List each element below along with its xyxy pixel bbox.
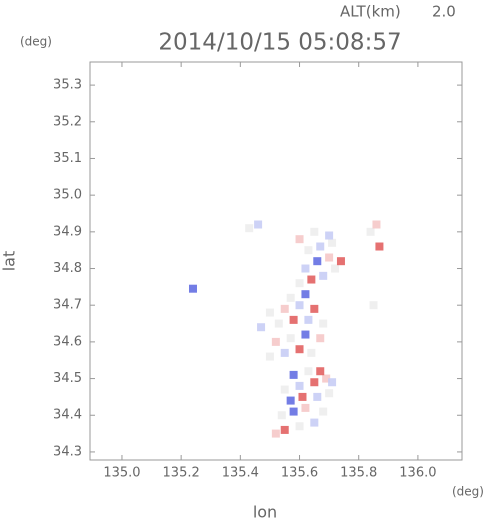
- data-point: [245, 224, 254, 233]
- data-point: [322, 374, 331, 383]
- data-point: [319, 319, 328, 328]
- data-point: [372, 220, 381, 229]
- x-tick-label: 135.8: [340, 466, 377, 481]
- data-point: [271, 337, 280, 346]
- data-point: [286, 396, 295, 405]
- data-point: [336, 257, 345, 266]
- plot-frame: [89, 61, 463, 461]
- x-tick-label: 135.6: [281, 466, 318, 481]
- x-tick-label: 135.2: [163, 466, 200, 481]
- data-point: [280, 348, 289, 357]
- data-point: [289, 370, 298, 379]
- data-point: [313, 257, 322, 266]
- data-point: [280, 425, 289, 434]
- data-point: [254, 220, 263, 229]
- data-point: [295, 279, 304, 288]
- data-point: [301, 330, 310, 339]
- y-axis-label: lat: [0, 251, 19, 272]
- data-point: [301, 290, 310, 299]
- data-point: [274, 319, 283, 328]
- data-point: [325, 389, 334, 398]
- data-point: [331, 264, 340, 273]
- y-tick-label: 35.3: [53, 78, 82, 93]
- data-point: [316, 242, 325, 251]
- data-point: [298, 392, 307, 401]
- data-point: [289, 315, 298, 324]
- data-point: [310, 304, 319, 313]
- data-point: [286, 293, 295, 302]
- y-tick-label: 34.7: [53, 298, 82, 313]
- x-tick-label: 135.0: [103, 466, 140, 481]
- data-point: [265, 352, 274, 361]
- data-point: [325, 253, 334, 262]
- x-tick-label: 135.4: [222, 466, 259, 481]
- y-tick-label: 35.1: [53, 151, 82, 166]
- y-tick-label: 34.5: [53, 371, 82, 386]
- altitude-label: ALT(km): [340, 3, 401, 21]
- data-point: [310, 378, 319, 387]
- data-point: [307, 348, 316, 357]
- data-point: [319, 407, 328, 416]
- data-point: [304, 315, 313, 324]
- data-point: [328, 378, 337, 387]
- data-point: [265, 308, 274, 317]
- y-tick-label: 35.2: [53, 114, 82, 129]
- data-point: [295, 422, 304, 431]
- data-point: [366, 227, 375, 236]
- data-point: [328, 238, 337, 247]
- data-point: [304, 246, 313, 255]
- data-point: [277, 411, 286, 420]
- x-axis-label: lon: [253, 503, 277, 521]
- data-point: [369, 301, 378, 310]
- y-tick-label: 34.9: [53, 224, 82, 239]
- data-point: [307, 275, 316, 284]
- data-point: [325, 231, 334, 240]
- data-point: [286, 334, 295, 343]
- data-point: [301, 264, 310, 273]
- altitude-value: 2.0: [432, 3, 456, 21]
- data-point: [313, 392, 322, 401]
- y-tick-label: 34.3: [53, 444, 82, 459]
- y-unit: (deg): [20, 35, 52, 49]
- data-point: [295, 381, 304, 390]
- data-point: [316, 367, 325, 376]
- data-point: [301, 403, 310, 412]
- data-point: [375, 242, 384, 251]
- x-unit: (deg): [452, 485, 484, 499]
- y-tick-label: 34.6: [53, 334, 82, 349]
- data-point: [257, 323, 266, 332]
- data-point: [295, 345, 304, 354]
- data-point: [295, 301, 304, 310]
- data-point: [304, 367, 313, 376]
- data-point: [280, 385, 289, 394]
- data-point: [188, 284, 197, 293]
- data-point: [280, 304, 289, 313]
- x-tick-label: 136.0: [399, 466, 436, 481]
- y-tick-label: 34.4: [53, 408, 82, 423]
- y-tick-label: 34.8: [53, 261, 82, 276]
- data-point: [316, 334, 325, 343]
- data-point: [310, 418, 319, 427]
- data-point: [295, 235, 304, 244]
- data-point: [319, 271, 328, 280]
- data-point: [271, 429, 280, 438]
- data-point: [289, 407, 298, 416]
- chart-title: 2014/10/15 05:08:57: [158, 30, 401, 56]
- y-tick-label: 35.0: [53, 188, 82, 203]
- data-point: [310, 227, 319, 236]
